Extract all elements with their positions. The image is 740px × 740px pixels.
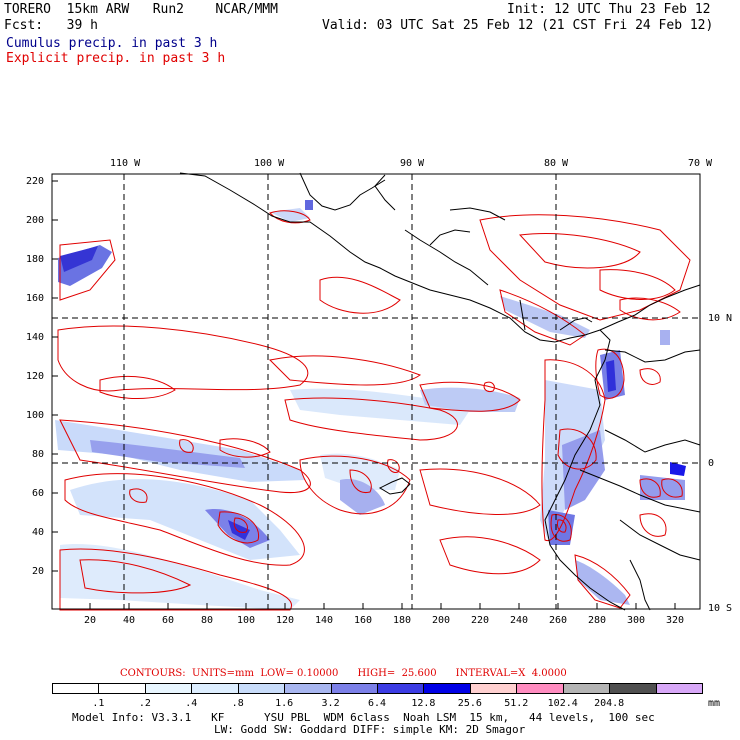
lon-label-80w: 80 W <box>544 158 568 169</box>
lon-label-90w: 90 W <box>400 158 424 169</box>
y-tick-label: 140 <box>26 332 44 343</box>
x-tick-label: 60 <box>162 615 174 626</box>
y-axis-ticks <box>52 181 58 571</box>
y-tick-label: 200 <box>26 215 44 226</box>
colorbar-swatch <box>609 683 656 694</box>
colorbar-swatch <box>470 683 517 694</box>
physics-info: LW: Godd SW: Goddard DIFF: simple KM: 2D… <box>214 724 525 736</box>
lon-label-70w: 70 W <box>688 158 712 169</box>
y-tick-label: 40 <box>32 527 44 538</box>
lat-label-10n: 10 N <box>708 313 732 324</box>
lat-label-10s: 10 S <box>708 603 732 614</box>
x-tick-label: 200 <box>432 615 450 626</box>
colorbar-swatch <box>238 683 285 694</box>
y-tick-label: 80 <box>32 449 44 460</box>
y-tick-label: 160 <box>26 293 44 304</box>
x-tick-label: 280 <box>588 615 606 626</box>
colorbar-swatch <box>145 683 192 694</box>
colorbar-swatch <box>656 683 703 694</box>
colorbar-label: 102.4 <box>548 698 578 709</box>
colorbar-label: 6.4 <box>368 698 386 709</box>
y-tick-label: 180 <box>26 254 44 265</box>
colorbar-swatch <box>516 683 563 694</box>
x-tick-label: 180 <box>393 615 411 626</box>
x-tick-label: 20 <box>84 615 96 626</box>
y-tick-label: 60 <box>32 488 44 499</box>
colorbar-label: 12.8 <box>411 698 435 709</box>
colorbar-label: .2 <box>139 698 151 709</box>
colorbar-label: 3.2 <box>322 698 340 709</box>
colorbar-label: .1 <box>92 698 104 709</box>
x-tick-label: 160 <box>354 615 372 626</box>
colorbar-label: 1.6 <box>275 698 293 709</box>
colorbar-label: 204.8 <box>594 698 624 709</box>
colorbar-swatch <box>98 683 145 694</box>
y-tick-label: 20 <box>32 566 44 577</box>
contour-info: CONTOURS: UNITS=mm LOW= 0.10000 HIGH= 25… <box>120 668 567 679</box>
colorbar-swatch <box>284 683 331 694</box>
x-tick-label: 100 <box>237 615 255 626</box>
colorbar-swatch <box>563 683 610 694</box>
colorbar-swatch <box>191 683 238 694</box>
x-tick-label: 320 <box>666 615 684 626</box>
colorbar-swatch <box>423 683 470 694</box>
colorbar-label: 51.2 <box>504 698 528 709</box>
colorbar-label: .8 <box>232 698 244 709</box>
x-tick-label: 40 <box>123 615 135 626</box>
cumulus-precip-shading <box>55 200 686 610</box>
x-tick-label: 120 <box>276 615 294 626</box>
lon-label-110w: 110 W <box>110 158 140 169</box>
x-tick-label: 260 <box>549 615 567 626</box>
colorbar-swatch <box>331 683 378 694</box>
x-tick-label: 220 <box>471 615 489 626</box>
lat-label-0: 0 <box>708 458 714 469</box>
colorbar-label: .4 <box>185 698 197 709</box>
y-tick-label: 100 <box>26 410 44 421</box>
y-tick-label: 220 <box>26 176 44 187</box>
x-axis-ticks <box>90 603 675 609</box>
colorbar-swatch <box>52 683 99 694</box>
x-tick-label: 140 <box>315 615 333 626</box>
x-tick-label: 80 <box>201 615 213 626</box>
x-tick-label: 300 <box>627 615 645 626</box>
colorbar-label: 25.6 <box>458 698 482 709</box>
colorbar-swatch <box>377 683 424 694</box>
lon-label-100w: 100 W <box>254 158 284 169</box>
x-tick-label: 240 <box>510 615 528 626</box>
colorbar-unit: mm <box>708 698 720 709</box>
y-tick-label: 120 <box>26 371 44 382</box>
